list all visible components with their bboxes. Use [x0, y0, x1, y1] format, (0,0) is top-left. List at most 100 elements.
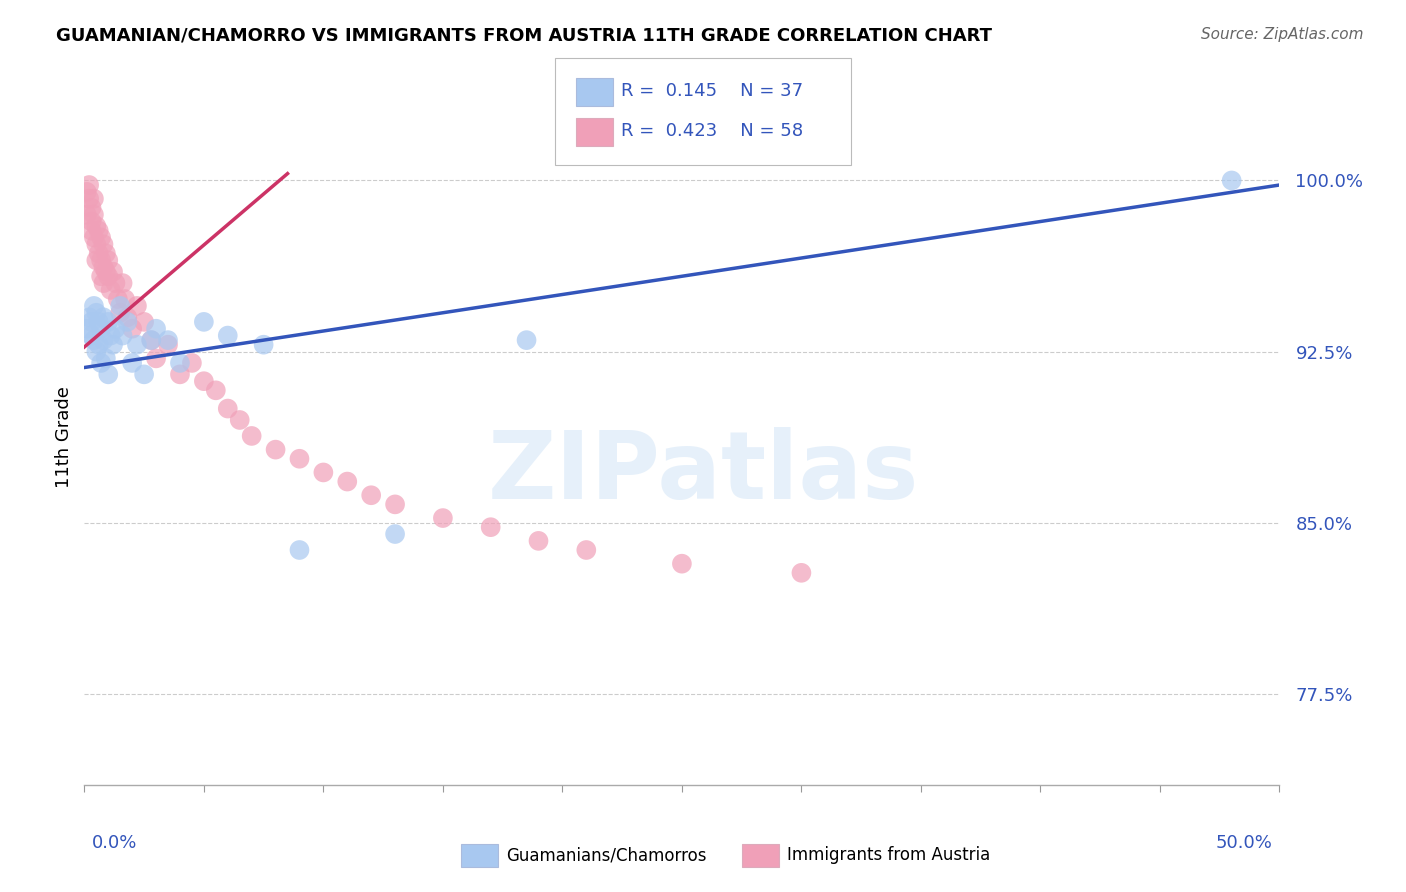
- Point: [87, 246, 110, 260]
- Point: [93, 260, 115, 274]
- Point: [101, 265, 124, 279]
- Point: [516, 333, 538, 347]
- Point: [87, 337, 110, 351]
- Point: [100, 328, 122, 343]
- Text: Source: ZipAtlas.com: Source: ZipAtlas.com: [1201, 27, 1364, 42]
- Point: [77, 178, 100, 192]
- Point: [790, 566, 813, 580]
- Point: [384, 497, 406, 511]
- Point: [90, 356, 112, 370]
- Point: [479, 520, 502, 534]
- Point: [217, 328, 239, 343]
- Point: [90, 253, 112, 268]
- Point: [157, 333, 180, 347]
- Point: [76, 185, 98, 199]
- Point: [93, 333, 115, 347]
- Point: [111, 328, 134, 343]
- Point: [671, 557, 693, 571]
- Point: [86, 253, 108, 268]
- Point: [240, 429, 263, 443]
- Point: [229, 413, 252, 427]
- Point: [97, 253, 120, 268]
- Point: [1220, 173, 1243, 187]
- Point: [93, 237, 115, 252]
- Point: [145, 322, 167, 336]
- Point: [90, 322, 112, 336]
- Text: 0.0%: 0.0%: [91, 834, 136, 852]
- Point: [80, 328, 103, 343]
- Text: ZIPatlas: ZIPatlas: [488, 426, 918, 519]
- Point: [181, 356, 204, 370]
- Point: [111, 276, 134, 290]
- Point: [87, 315, 110, 329]
- Point: [80, 224, 103, 238]
- Point: [101, 337, 124, 351]
- Text: R =  0.423    N = 58: R = 0.423 N = 58: [621, 122, 804, 140]
- Point: [432, 511, 454, 525]
- Point: [114, 292, 136, 306]
- Point: [193, 374, 215, 388]
- Point: [253, 337, 276, 351]
- Point: [77, 192, 100, 206]
- Point: [83, 299, 105, 313]
- Point: [94, 351, 117, 366]
- Point: [169, 356, 191, 370]
- Point: [145, 351, 167, 366]
- Point: [97, 315, 120, 329]
- Point: [132, 368, 156, 382]
- Point: [83, 192, 105, 206]
- Point: [87, 224, 110, 238]
- Point: [100, 283, 122, 297]
- Point: [125, 337, 148, 351]
- Point: [132, 315, 156, 329]
- Point: [104, 322, 127, 336]
- Point: [264, 442, 287, 457]
- Point: [97, 368, 120, 382]
- Point: [86, 306, 108, 320]
- Point: [76, 322, 98, 336]
- Point: [141, 333, 163, 347]
- Point: [117, 315, 139, 329]
- Point: [336, 475, 359, 489]
- Text: R =  0.145    N = 37: R = 0.145 N = 37: [621, 82, 804, 100]
- Point: [80, 201, 103, 215]
- Point: [384, 527, 406, 541]
- Point: [97, 269, 120, 284]
- Point: [94, 246, 117, 260]
- Point: [360, 488, 382, 502]
- Text: GUAMANIAN/CHAMORRO VS IMMIGRANTS FROM AUSTRIA 11TH GRADE CORRELATION CHART: GUAMANIAN/CHAMORRO VS IMMIGRANTS FROM AU…: [56, 27, 993, 45]
- Point: [169, 368, 191, 382]
- Point: [83, 230, 105, 244]
- Point: [117, 310, 139, 325]
- Point: [83, 333, 105, 347]
- Point: [90, 230, 112, 244]
- Point: [86, 219, 108, 233]
- Point: [288, 451, 311, 466]
- Point: [141, 333, 163, 347]
- Y-axis label: 11th Grade: 11th Grade: [55, 386, 73, 488]
- Point: [104, 276, 127, 290]
- Point: [80, 214, 103, 228]
- Point: [86, 344, 108, 359]
- Point: [76, 208, 98, 222]
- Point: [157, 337, 180, 351]
- Point: [107, 292, 129, 306]
- Text: 50.0%: 50.0%: [1216, 834, 1272, 852]
- Point: [90, 269, 112, 284]
- Point: [110, 299, 132, 313]
- Point: [94, 265, 117, 279]
- Point: [527, 533, 550, 548]
- Point: [121, 322, 143, 336]
- Point: [77, 310, 100, 325]
- Point: [125, 299, 148, 313]
- Point: [80, 315, 103, 329]
- Point: [217, 401, 239, 416]
- Point: [93, 276, 115, 290]
- Point: [110, 306, 132, 320]
- Point: [83, 208, 105, 222]
- Point: [312, 466, 335, 480]
- Point: [121, 356, 143, 370]
- Point: [575, 543, 598, 558]
- Point: [205, 384, 228, 398]
- Text: Guamanians/Chamorros: Guamanians/Chamorros: [506, 847, 707, 864]
